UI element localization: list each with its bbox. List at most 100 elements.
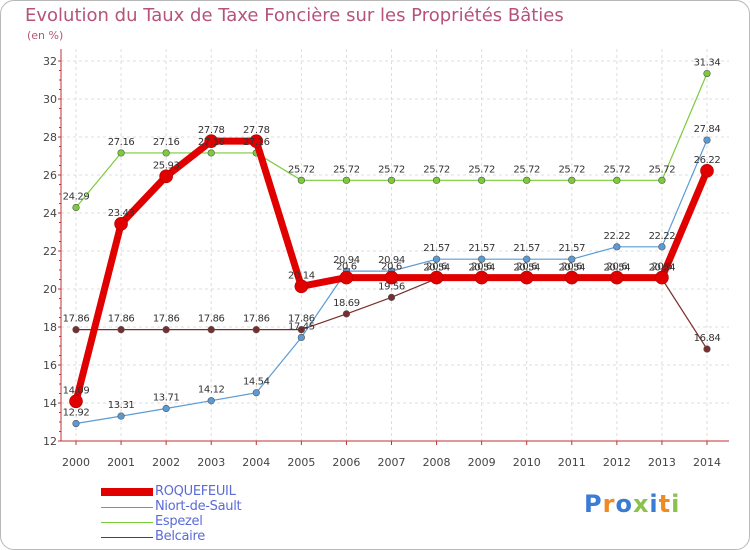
data-point [384, 270, 399, 285]
data-point [162, 149, 170, 157]
legend-label: Niort-de-Sault [155, 499, 242, 514]
data-label: 20.6 [607, 262, 628, 273]
axes: 12 14 16 18 20 22 24 26 28 30 32 2000 2001 2002 2003 20… [43, 49, 729, 469]
data-label: 25.72 [649, 164, 676, 175]
x-tick-label: 2008 [423, 456, 451, 469]
logo-letter: P [584, 490, 603, 518]
data-label: 20.54 [558, 263, 585, 274]
data-label: 17.86 [153, 314, 180, 325]
x-tick-label: 2011 [558, 456, 586, 469]
x-tick-label: 2001 [107, 456, 135, 469]
y-tick-label: 28 [43, 131, 57, 144]
data-label: 23.43 [108, 208, 135, 219]
data-label: 19.56 [378, 281, 405, 292]
data-point [568, 255, 576, 263]
legend-label: Belcaire [155, 529, 205, 544]
data-point [297, 176, 305, 184]
data-point [474, 270, 489, 285]
data-label: 14.09 [63, 385, 90, 396]
data-label: 25.72 [604, 164, 631, 175]
data-label: 20.54 [604, 263, 631, 274]
data-label: 20.14 [288, 270, 315, 281]
y-tick-label: 12 [43, 435, 57, 448]
y-tick-label: 16 [43, 359, 57, 372]
data-point [523, 176, 531, 184]
data-point [162, 404, 170, 413]
data-point [204, 134, 219, 148]
data-label: 14.54 [243, 377, 270, 388]
data-point [432, 176, 441, 184]
data-label: 27.16 [153, 137, 180, 148]
x-tick-label: 2009 [468, 456, 496, 469]
data-point [117, 412, 125, 420]
data-label: 25.72 [423, 164, 450, 175]
data-label: 20.6 [471, 262, 492, 273]
data-label: 17.86 [108, 314, 135, 325]
data-label: 18.69 [333, 298, 360, 309]
data-point [207, 326, 215, 334]
x-tick-label: 2013 [648, 456, 676, 469]
data-label: 27.78 [198, 125, 225, 136]
x-tick-label: 2004 [242, 456, 270, 469]
data-point [655, 270, 669, 285]
data-point [564, 270, 579, 285]
legend-swatch [101, 506, 153, 508]
data-label: 27.16 [108, 137, 135, 148]
data-point [252, 389, 260, 397]
data-point [159, 169, 173, 184]
logo-letter: r [602, 490, 616, 518]
data-point [72, 203, 80, 212]
data-label: 21.57 [423, 243, 450, 254]
data-label: 27.16 [198, 137, 225, 148]
chart-unit: (en %) [27, 29, 64, 42]
legend-item: Niort-de-Sault [101, 499, 321, 515]
data-label: 22.22 [649, 231, 676, 242]
data-point [297, 326, 305, 334]
data-label: 25.72 [333, 164, 360, 175]
y-tick-label: 14 [43, 397, 57, 410]
data-point [117, 149, 125, 157]
x-tick-label: 2006 [332, 456, 360, 469]
y-tick-label: 20 [43, 283, 57, 296]
legend: ROQUEFEUIL Niort-de-Sault Espezel Belcaire [101, 484, 321, 545]
data-label: 22.22 [604, 231, 631, 242]
logo-letter: o [615, 490, 633, 518]
legend-item: Belcaire [101, 529, 321, 545]
x-tick-label: 2005 [287, 456, 315, 469]
data-label: 25.72 [558, 164, 585, 175]
data-point [478, 255, 486, 263]
data-point [658, 176, 666, 184]
data-label: 16.84 [694, 333, 721, 344]
y-tick-label: 32 [43, 55, 57, 68]
data-point [117, 326, 125, 334]
data-point [339, 270, 354, 285]
data-point [703, 136, 711, 144]
logo-letter: i [649, 490, 659, 518]
data-label: 20.54 [649, 263, 676, 274]
y-tick-label: 30 [43, 93, 57, 106]
data-point [613, 176, 621, 184]
data-point [114, 217, 128, 231]
data-point [523, 255, 531, 263]
series [69, 69, 714, 428]
data-point [207, 149, 215, 157]
x-tick-label: 2002 [152, 456, 180, 469]
data-label: 25.72 [513, 164, 540, 175]
data-label: 17.86 [243, 314, 270, 325]
data-point [207, 397, 215, 405]
data-point [72, 419, 80, 428]
data-point [297, 333, 305, 342]
data-label: 20.6 [516, 262, 537, 273]
x-tick-label: 2007 [378, 456, 406, 469]
data-point [610, 270, 624, 285]
data-label: 27.78 [243, 125, 270, 136]
x-tick-label: 2003 [197, 456, 225, 469]
data-label: 25.72 [288, 164, 315, 175]
data-label: 17.86 [198, 314, 225, 325]
data-label: 20.54 [423, 263, 450, 274]
data-label: 20.94 [378, 255, 405, 266]
data-point [703, 69, 711, 78]
grid [61, 49, 729, 442]
